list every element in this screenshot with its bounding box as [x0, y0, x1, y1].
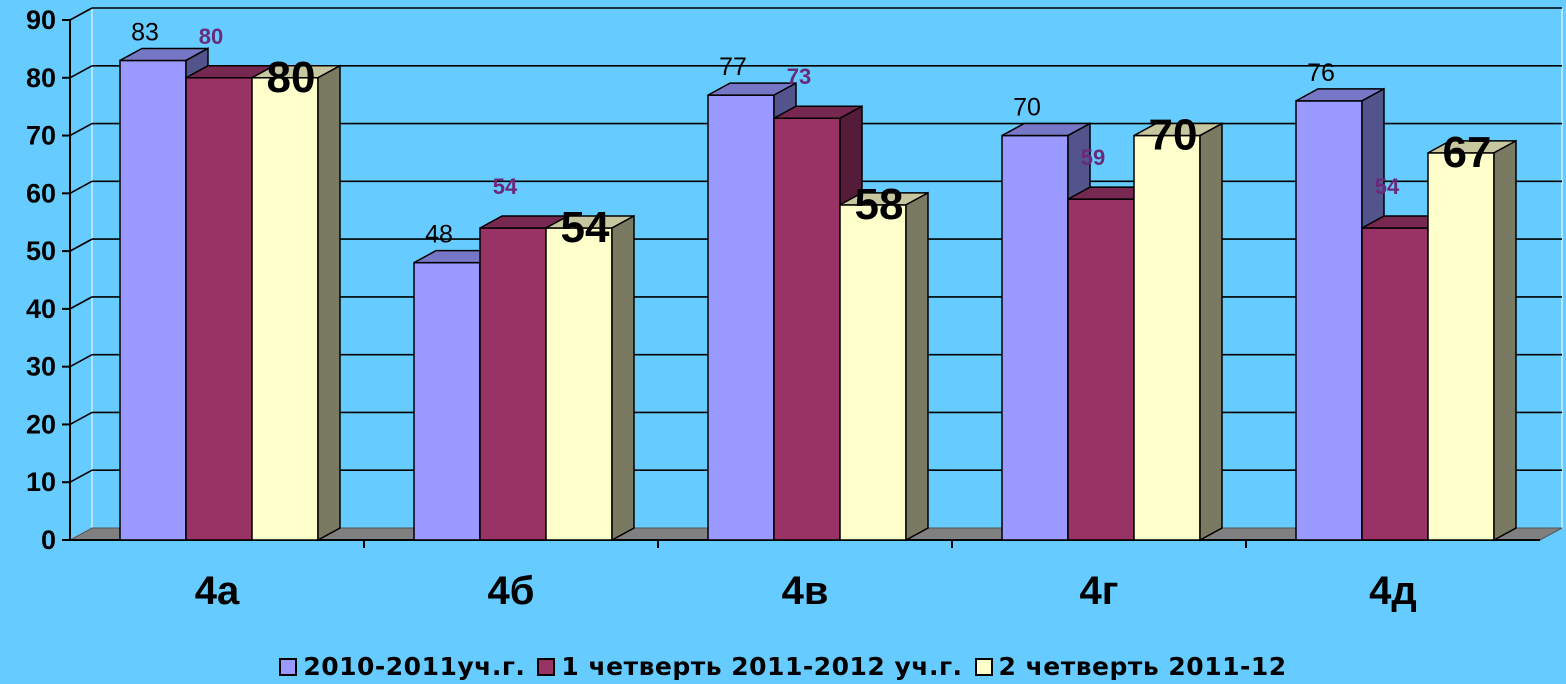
- bar: [1427, 152, 1495, 541]
- bar: [185, 77, 253, 541]
- y-tick-label: 90: [26, 5, 56, 35]
- gridline-side: [69, 469, 93, 483]
- data-label: 67: [1443, 128, 1492, 177]
- y-tick-label: 50: [26, 236, 56, 266]
- legend-swatch-series-1: [279, 657, 298, 676]
- y-tick-label: 70: [26, 121, 56, 151]
- bar: [1001, 134, 1069, 541]
- data-label: 73: [787, 64, 811, 89]
- y-tick-label: 80: [26, 63, 56, 93]
- bar: [1361, 227, 1429, 541]
- gridline-side: [69, 353, 93, 368]
- data-label: 54: [493, 174, 518, 199]
- legend-label-series-3: 2 четверть 2011-12: [998, 652, 1287, 681]
- data-label: 54: [561, 203, 610, 252]
- gridline-side: [69, 238, 93, 252]
- data-label: 70: [1149, 111, 1198, 160]
- legend-item-series-1: 2010-2011уч.г.: [279, 652, 525, 681]
- data-label: 54: [1375, 174, 1400, 199]
- gridline-side: [69, 180, 93, 195]
- bar-side: [317, 64, 341, 542]
- x-tick-label: 4д: [1369, 569, 1417, 613]
- bar: [1133, 134, 1201, 541]
- y-tick-label: 30: [26, 352, 56, 382]
- gridline-side: [69, 122, 93, 137]
- bar: [1295, 100, 1363, 541]
- gridline-side: [69, 65, 93, 79]
- x-tick-label: 4г: [1080, 569, 1119, 613]
- bar-side: [905, 191, 929, 542]
- y-tick-label: 20: [26, 409, 56, 439]
- chart-svg: 0 10 20 30 40 50 60 70 80 90 4а 4б 4в 4г 4д 83 80 80 48 54 5…: [26, 5, 1563, 613]
- bar: [1067, 198, 1135, 541]
- bar-side: [1199, 122, 1223, 542]
- x-tick-label: 4а: [195, 569, 240, 613]
- data-label: 59: [1081, 145, 1105, 170]
- legend-swatch-series-3: [974, 657, 993, 676]
- bar: [479, 227, 547, 541]
- data-label: 48: [425, 221, 453, 249]
- bar: [413, 261, 481, 541]
- y-tick-label: 40: [26, 294, 56, 324]
- gridline-side: [69, 411, 93, 426]
- bar: [545, 227, 613, 541]
- bar: [707, 94, 775, 541]
- bar: [251, 77, 319, 541]
- bar: [773, 117, 841, 541]
- legend: 2010-2011уч.г. 1 четверть 2011-2012 уч.г…: [0, 652, 1566, 681]
- data-label: 80: [199, 24, 223, 49]
- gridline-side: [69, 296, 93, 310]
- data-label: 80: [267, 53, 316, 102]
- data-label: 70: [1013, 94, 1041, 122]
- bar-side: [1493, 139, 1517, 542]
- side-wall: [69, 7, 93, 541]
- legend-label-series-2: 1 четверть 2011-2012 уч.г.: [561, 652, 963, 681]
- legend-item-series-3: 2 четверть 2011-12: [974, 652, 1287, 681]
- legend-swatch-series-2: [537, 657, 556, 676]
- legend-label-series-1: 2010-2011уч.г.: [303, 652, 526, 681]
- x-tick-label: 4в: [782, 569, 829, 613]
- y-tick-label: 60: [26, 178, 56, 208]
- legend-item-series-2: 1 четверть 2011-2012 уч.г.: [537, 652, 962, 681]
- bar: [119, 59, 187, 541]
- x-tick-label: 4б: [488, 569, 535, 613]
- bar-side: [611, 214, 635, 542]
- data-label: 58: [855, 180, 904, 229]
- y-tick-label: 0: [41, 525, 56, 555]
- data-label: 77: [719, 53, 747, 81]
- data-label: 76: [1307, 59, 1335, 87]
- gridline-side: [69, 7, 93, 21]
- y-tick-label: 10: [26, 467, 56, 497]
- bar: [839, 204, 907, 541]
- data-label: 83: [131, 18, 159, 46]
